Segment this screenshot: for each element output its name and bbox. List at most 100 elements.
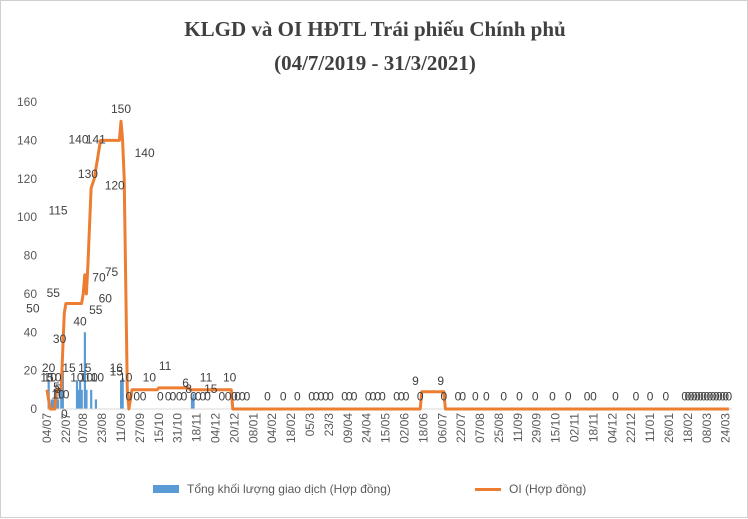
- x-axis: 04/07 22/07 07/08 23/08 11/09 27/09 15/10 31/10…: [40, 413, 733, 443]
- data-label: 10: [223, 370, 237, 384]
- data-label: 0: [703, 390, 710, 404]
- data-label: 0: [697, 390, 704, 404]
- data-label: 0: [584, 390, 591, 404]
- x-tick-label: 22/07: [454, 413, 468, 443]
- data-label: 9: [437, 374, 444, 388]
- data-label: 0: [195, 390, 202, 404]
- data-label: 9: [412, 374, 419, 388]
- data-label: 11: [159, 359, 172, 373]
- data-label: 141: [86, 132, 106, 146]
- data-label: 5: [53, 380, 60, 394]
- x-tick-label: 08/01: [246, 413, 260, 443]
- data-label: 0: [313, 390, 320, 404]
- data-label: 0: [133, 390, 140, 404]
- data-label: 15: [110, 365, 124, 379]
- x-tick-label: 24/04: [360, 413, 374, 443]
- data-label: 0: [663, 390, 670, 404]
- data-label: 0: [472, 390, 479, 404]
- x-tick-label: 06/07: [435, 413, 449, 443]
- data-label: 0: [403, 390, 410, 404]
- data-label: 10: [143, 370, 157, 384]
- x-tick-label: 18/02: [681, 413, 695, 443]
- x-tick-label: 18/11: [586, 413, 600, 442]
- volume-bar: [61, 370, 64, 409]
- data-label: 0: [707, 390, 714, 404]
- volume-bar: [80, 389, 83, 409]
- x-tick-label: 23/3: [322, 413, 336, 437]
- volume-bar: [57, 399, 60, 409]
- data-label: 0: [200, 390, 207, 404]
- data-label: 0: [165, 390, 172, 404]
- data-label: 0: [231, 390, 238, 404]
- data-label: 0: [244, 390, 251, 404]
- data-label: 0: [170, 390, 177, 404]
- y-tick-label: 140: [17, 133, 37, 147]
- data-label: 40: [73, 315, 87, 329]
- x-tick-label: 31/10: [171, 413, 185, 443]
- volume-bar: [85, 389, 88, 409]
- x-tick-label: 26/01: [662, 413, 676, 443]
- data-label: 0: [722, 390, 729, 404]
- data-label: 0: [719, 390, 726, 404]
- data-label: 0: [379, 390, 386, 404]
- data-label: 30: [53, 332, 67, 346]
- data-label: 0: [710, 390, 717, 404]
- data-label: 0: [516, 390, 523, 404]
- y-tick-label: 120: [17, 172, 37, 186]
- volume-bar: [94, 399, 98, 409]
- data-label: 10: [56, 388, 70, 402]
- volume-bar: [50, 399, 53, 409]
- data-label: 0: [417, 390, 424, 404]
- data-label: 0: [440, 390, 447, 404]
- x-tick-label: 15/05: [379, 413, 393, 443]
- legend-item-oi: OI (Hợp đồng): [475, 482, 586, 496]
- x-tick-label: 27/09: [133, 413, 147, 443]
- data-label: 150: [111, 102, 131, 116]
- data-label: 0: [308, 390, 315, 404]
- data-label: 55: [47, 286, 61, 300]
- data-label: 0: [190, 390, 197, 404]
- x-tick-label: 11/01: [643, 413, 657, 442]
- data-label: 0: [455, 390, 462, 404]
- x-tick-label: 18/11: [190, 413, 204, 442]
- x-tick-label: 15/10: [152, 413, 166, 443]
- y-tick-label: 160: [17, 95, 37, 109]
- data-label: 0: [713, 390, 720, 404]
- volume-bar: [79, 380, 82, 409]
- volume-bar: [190, 397, 194, 409]
- data-label: 11: [200, 370, 213, 384]
- x-tick-label: 02/06: [397, 413, 411, 443]
- volume-bar: [120, 380, 123, 409]
- data-label: 0: [500, 390, 507, 404]
- data-label: 55: [89, 303, 103, 317]
- data-label: 130: [78, 167, 98, 181]
- chart-title: KLGD và OI HĐTL Trái phiếu Chính phủ: [184, 17, 566, 41]
- data-label: 5: [55, 382, 62, 396]
- data-label: 0: [140, 390, 147, 404]
- volume-bar: [90, 389, 93, 409]
- volume-bar: [192, 393, 195, 409]
- x-tick-label: 20/12: [227, 413, 241, 443]
- data-label: 0: [365, 390, 372, 404]
- data-label: 0: [694, 390, 701, 404]
- data-label: 0: [225, 390, 232, 404]
- data-label: 0: [691, 390, 698, 404]
- x-tick-label: 07/08: [473, 413, 487, 443]
- x-tick-label: 18/06: [416, 413, 430, 443]
- volume-bar: [77, 389, 80, 409]
- data-label: 0: [726, 390, 733, 404]
- legend-item-volume: Tổng khối lượng giao dịch (Hợp đồng): [153, 482, 391, 496]
- data-label: 0: [590, 390, 597, 404]
- data-label: 10: [43, 370, 57, 384]
- data-label: 50: [26, 301, 40, 315]
- legend-label-oi: OI (Hợp đồng): [509, 482, 587, 496]
- data-label: 0: [370, 390, 377, 404]
- x-tick-label: 11/09: [511, 413, 525, 442]
- data-label: 8: [185, 382, 192, 396]
- data-label: 0: [264, 390, 271, 404]
- x-tick-label: 18/02: [284, 413, 298, 443]
- data-label: 0: [398, 390, 405, 404]
- x-tick-label: 22/12: [624, 413, 638, 443]
